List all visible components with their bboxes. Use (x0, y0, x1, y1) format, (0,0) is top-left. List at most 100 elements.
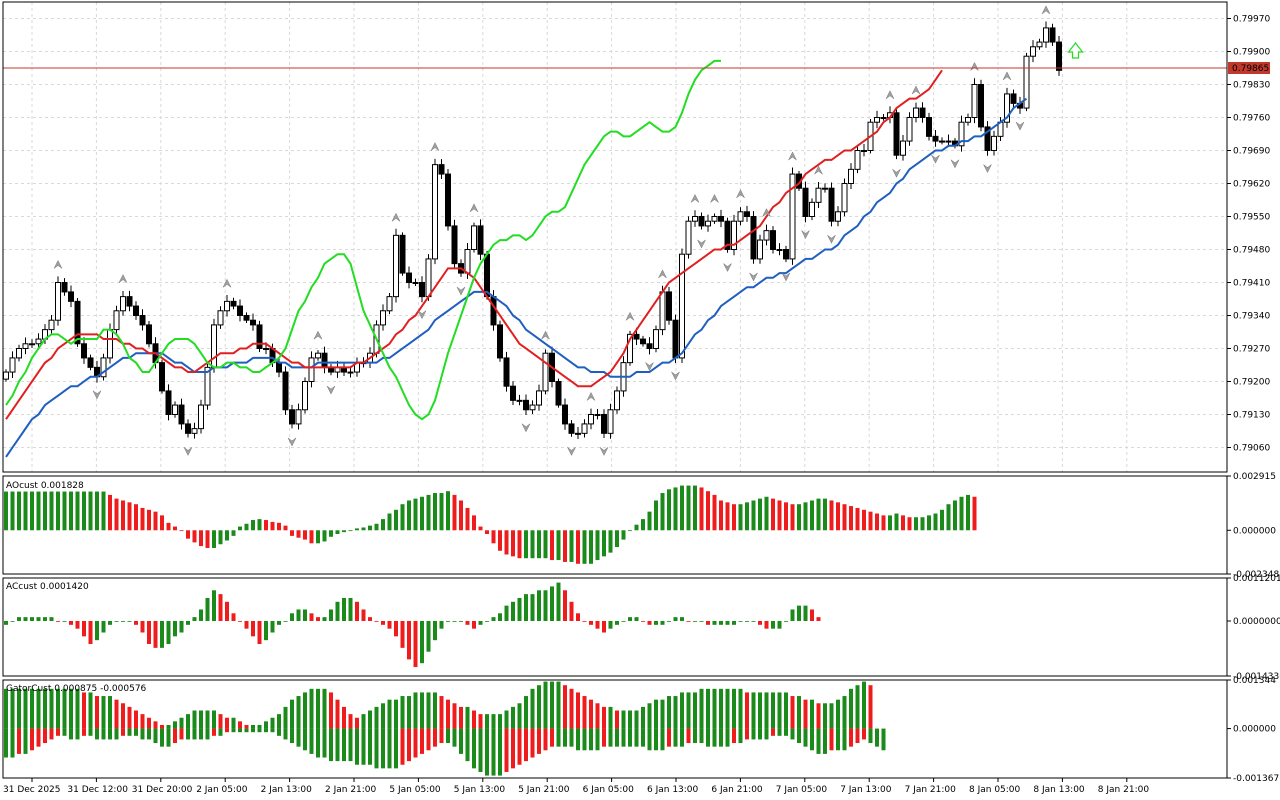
bull-candle[interactable] (971, 83, 978, 118)
bear-candle[interactable] (250, 319, 256, 326)
bull-candle[interactable] (393, 234, 399, 298)
bull-candle[interactable] (731, 220, 737, 250)
bear-candle[interactable] (484, 253, 490, 298)
bear-candle[interactable] (919, 107, 926, 118)
bear-candle[interactable] (893, 112, 900, 156)
bull-candle[interactable] (204, 366, 211, 406)
bull-candle[interactable] (607, 409, 614, 434)
bull-candle[interactable] (614, 390, 620, 411)
bear-candle[interactable] (640, 338, 646, 345)
bear-candle[interactable] (783, 248, 789, 260)
bull-candle[interactable] (913, 107, 919, 118)
bear-candle[interactable] (1056, 41, 1062, 71)
bear-candle[interactable] (666, 291, 672, 321)
bull-candle[interactable] (906, 116, 913, 142)
bear-candle[interactable] (321, 352, 328, 368)
bull-candle[interactable] (1036, 41, 1043, 48)
bear-candle[interactable] (503, 357, 510, 387)
bear-candle[interactable] (744, 211, 750, 217)
bear-candle[interactable] (932, 135, 939, 142)
bull-candle[interactable] (1030, 46, 1036, 57)
bull-candle[interactable] (737, 211, 744, 222)
bull-candle[interactable] (536, 390, 542, 406)
bear-candle[interactable] (230, 300, 237, 307)
bull-candle[interactable] (432, 164, 438, 260)
bull-candle[interactable] (516, 399, 523, 402)
ac-indicator-pane[interactable] (4, 582, 821, 668)
bear-candle[interactable] (68, 291, 74, 302)
bear-candle[interactable] (399, 234, 406, 274)
bull-candle[interactable] (945, 140, 952, 143)
bear-candle[interactable] (445, 173, 451, 227)
bear-candle[interactable] (562, 404, 568, 425)
gator-indicator-pane[interactable] (4, 681, 886, 776)
bear-candle[interactable] (750, 215, 757, 260)
bull-candle[interactable] (848, 168, 854, 184)
bull-candle[interactable] (880, 116, 887, 119)
bear-candle[interactable] (555, 380, 562, 406)
bear-candle[interactable] (633, 333, 640, 340)
bear-candle[interactable] (984, 126, 991, 151)
bear-candle[interactable] (646, 343, 653, 349)
bull-candle[interactable] (939, 140, 945, 143)
bull-candle[interactable] (471, 225, 477, 250)
bull-candle[interactable] (965, 116, 971, 123)
bull-candle[interactable] (1023, 55, 1030, 109)
bull-candle[interactable] (874, 116, 880, 123)
bear-candle[interactable] (672, 319, 679, 359)
bull-candle[interactable] (308, 357, 315, 382)
bear-candle[interactable] (61, 281, 68, 293)
bull-candle[interactable] (854, 149, 861, 170)
bear-candle[interactable] (490, 296, 497, 326)
bull-candle[interactable] (172, 404, 178, 415)
bear-candle[interactable] (139, 314, 146, 326)
bull-candle[interactable] (835, 211, 841, 222)
bear-candle[interactable] (282, 371, 289, 411)
bull-candle[interactable] (659, 291, 666, 331)
bear-candle[interactable] (243, 314, 250, 321)
bull-candle[interactable] (581, 423, 588, 434)
bear-candle[interactable] (451, 225, 458, 265)
bull-candle[interactable] (263, 347, 269, 350)
bear-candle[interactable] (1049, 27, 1056, 43)
bull-candle[interactable] (295, 409, 302, 425)
bull-candle[interactable] (1004, 93, 1010, 123)
bear-candle[interactable] (978, 83, 984, 128)
bear-candle[interactable] (438, 164, 445, 175)
bear-candle[interactable] (74, 300, 81, 345)
bull-candle[interactable] (575, 432, 581, 435)
bear-candle[interactable] (185, 423, 191, 434)
bull-candle[interactable] (100, 357, 107, 378)
bear-candle[interactable] (133, 305, 139, 316)
bull-candle[interactable] (120, 296, 126, 312)
bull-candle[interactable] (705, 220, 711, 227)
bull-candle[interactable] (529, 404, 536, 411)
bear-candle[interactable] (802, 187, 809, 217)
bull-candle[interactable] (822, 187, 828, 190)
bull-candle[interactable] (900, 140, 906, 156)
bull-candle[interactable] (315, 352, 321, 359)
bull-candle[interactable] (35, 338, 42, 345)
bull-candle[interactable] (22, 343, 29, 349)
bull-candle[interactable] (542, 352, 549, 392)
bull-candle[interactable] (594, 413, 601, 416)
bear-candle[interactable] (256, 324, 263, 349)
bull-candle[interactable] (48, 319, 55, 331)
bear-candle[interactable] (165, 390, 172, 415)
bull-candle[interactable] (776, 248, 783, 251)
bull-candle[interactable] (425, 258, 432, 298)
bull-candle[interactable] (55, 281, 61, 321)
bear-candle[interactable] (523, 399, 529, 411)
bear-candle[interactable] (770, 230, 776, 250)
bull-candle[interactable] (198, 404, 204, 430)
bull-candle[interactable] (9, 357, 16, 373)
bear-candle[interactable] (828, 187, 835, 222)
bull-candle[interactable] (1043, 27, 1049, 43)
bull-candle[interactable] (3, 371, 9, 380)
bear-candle[interactable] (568, 423, 575, 434)
bear-candle[interactable] (178, 404, 185, 425)
bull-candle[interactable] (347, 371, 354, 374)
bull-candle[interactable] (211, 324, 217, 368)
bear-candle[interactable] (477, 225, 484, 255)
bear-candle[interactable] (926, 116, 932, 137)
